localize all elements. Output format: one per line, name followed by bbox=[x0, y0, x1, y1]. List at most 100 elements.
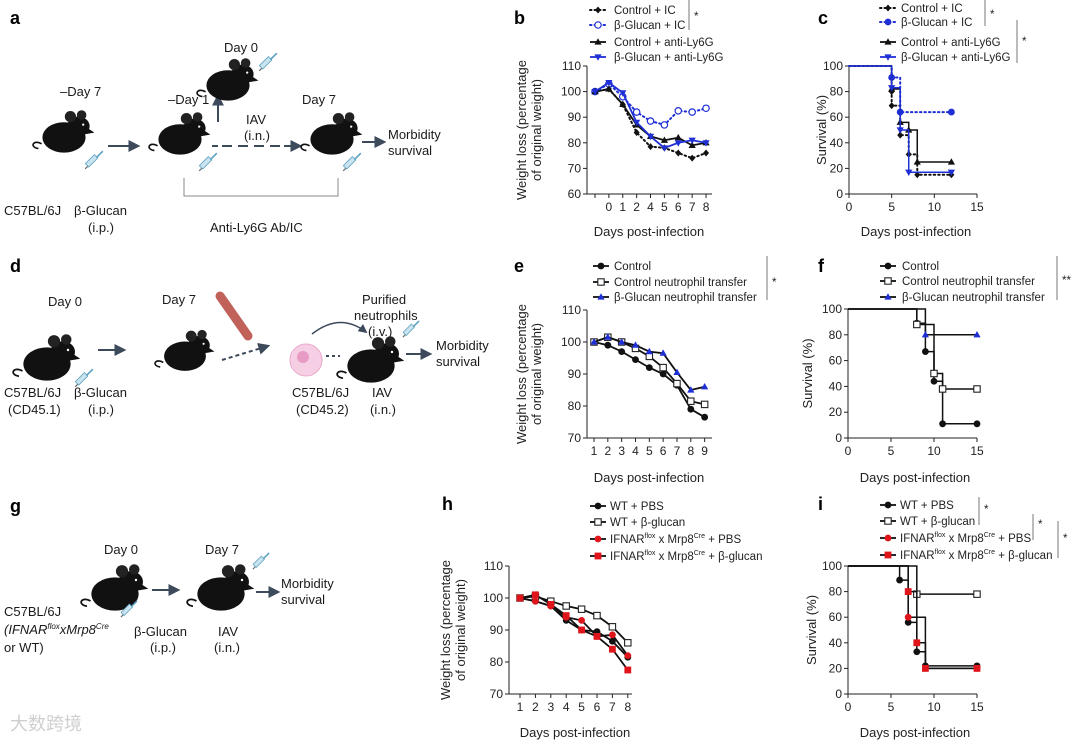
legend-label: WT + β-glucan bbox=[900, 516, 975, 528]
x-tick-label: 4 bbox=[647, 200, 654, 214]
marker-triangle bbox=[645, 347, 653, 355]
legend-label: IFNARflox x Mrp8Cre + PBS bbox=[610, 533, 741, 546]
y-tick-label: 70 bbox=[568, 161, 582, 175]
label-strain-1-marker: (CD45.1) bbox=[8, 402, 61, 417]
legend-item: β-Glucan + anti-Ly6G bbox=[590, 52, 723, 64]
y-tick-label: 80 bbox=[830, 85, 844, 99]
legend-label-part: flox bbox=[935, 549, 946, 556]
series-h-3 bbox=[516, 591, 632, 674]
y-axis-title: Survival (%) bbox=[814, 95, 829, 165]
legend-item: Control + anti-Ly6G bbox=[590, 37, 714, 49]
y-tick-label: 60 bbox=[568, 187, 582, 201]
label-morbidity: Morbidity bbox=[281, 576, 334, 591]
panel-letter-h: h bbox=[442, 494, 453, 514]
x-tick-label: 15 bbox=[970, 200, 984, 214]
label-survival: survival bbox=[388, 143, 432, 158]
legend-label-part: x Mrp8 bbox=[655, 551, 693, 563]
syringe-icon bbox=[402, 320, 420, 338]
mouse-icon bbox=[148, 111, 212, 156]
legend-item: Control + IC bbox=[589, 5, 676, 17]
marker-tri-down bbox=[947, 169, 955, 177]
survival-step-line bbox=[848, 565, 977, 595]
x-tick-label: 1 bbox=[591, 444, 598, 458]
label-treatment: β-Glucan bbox=[74, 203, 127, 218]
legend-label: Control + IC bbox=[901, 3, 963, 15]
marker-tri-down bbox=[896, 127, 904, 134]
marker-square-open bbox=[593, 611, 601, 620]
significance-label: * bbox=[984, 504, 989, 516]
legend-label: β-Glucan + anti-Ly6G bbox=[901, 52, 1010, 64]
marker-circle bbox=[687, 405, 695, 413]
marker-triangle bbox=[947, 158, 955, 165]
panel-letter-a: a bbox=[10, 8, 21, 28]
marker-diamond bbox=[897, 131, 904, 139]
y-tick-label: 80 bbox=[829, 585, 843, 599]
x-tick-label: 1 bbox=[517, 700, 524, 714]
y-tick-label: 80 bbox=[568, 136, 582, 150]
marker-circle bbox=[884, 534, 892, 542]
marker-circle bbox=[645, 364, 653, 371]
marker-triangle bbox=[701, 383, 709, 390]
y-axis-title: of original weight) bbox=[453, 579, 468, 681]
legend-label: WT + β-glucan bbox=[610, 517, 685, 529]
label-day0: Day 0 bbox=[48, 294, 82, 309]
significance-label: * bbox=[1063, 533, 1068, 545]
significance-label: * bbox=[990, 9, 995, 21]
legend-label-part: x Mrp8 bbox=[945, 550, 983, 562]
label-iav-route: (i.n.) bbox=[214, 640, 240, 655]
marker-triangle bbox=[673, 368, 681, 375]
label-day-minus7: –Day 7 bbox=[60, 84, 101, 99]
legend-label-part: WT + β-glucan bbox=[900, 516, 975, 528]
y-tick-label: 20 bbox=[829, 405, 843, 419]
series-c-3 bbox=[849, 65, 955, 177]
marker-square-open bbox=[884, 517, 892, 525]
x-tick-label: 5 bbox=[646, 444, 653, 458]
legend-label: IFNARflox x Mrp8Cre + β-glucan bbox=[900, 549, 1052, 562]
legend-label-part: IFNAR bbox=[610, 534, 645, 546]
legend-label: WT + PBS bbox=[610, 501, 664, 513]
series-f-1 bbox=[848, 308, 981, 393]
marker-circle bbox=[618, 348, 626, 355]
legend-label: Control bbox=[902, 261, 939, 273]
label-survival: survival bbox=[436, 354, 480, 369]
marker-square-open bbox=[884, 277, 892, 285]
panel-letter-g: g bbox=[10, 496, 21, 516]
y-tick-label: 100 bbox=[822, 302, 842, 316]
x-tick-label: 1 bbox=[619, 200, 626, 214]
label-treatment-route: (i.p.) bbox=[150, 640, 176, 655]
y-axis-title: Weight loss (percentage bbox=[438, 560, 453, 700]
marker-diamond bbox=[633, 129, 640, 137]
label-strain-1: C57BL/6J bbox=[4, 385, 61, 400]
label-day7: Day 7 bbox=[205, 542, 239, 557]
legend-item: Control neutrophil transfer bbox=[593, 277, 747, 289]
panel-letter-f: f bbox=[818, 256, 825, 276]
marker-triangle bbox=[884, 293, 892, 300]
marker-square bbox=[922, 665, 929, 672]
x-tick-label: 0 bbox=[846, 200, 853, 214]
y-tick-label: 80 bbox=[829, 328, 843, 342]
legend-item: Control + IC bbox=[879, 3, 963, 15]
marker-tri-down bbox=[888, 85, 896, 92]
x-tick-label: 3 bbox=[618, 444, 625, 458]
legend-item: β-Glucan neutrophil transfer bbox=[593, 292, 757, 304]
marker-tri-down bbox=[660, 145, 668, 152]
marker-square bbox=[594, 552, 602, 560]
legend-label-part: IFNAR bbox=[900, 533, 935, 545]
legend-label-part: IFNAR bbox=[610, 551, 645, 563]
x-tick-label: 8 bbox=[624, 700, 631, 714]
legend-label-part: x Mrp8 bbox=[655, 534, 693, 546]
x-tick-label: 8 bbox=[703, 200, 710, 214]
series-i-1 bbox=[848, 565, 981, 598]
marker-triangle bbox=[604, 333, 612, 340]
legend-label-part: IFNAR bbox=[900, 550, 935, 562]
x-tick-label: 8 bbox=[687, 444, 694, 458]
series-c-2 bbox=[849, 65, 955, 165]
marker-square bbox=[516, 594, 524, 602]
mouse-icon bbox=[154, 329, 216, 372]
marker-circle bbox=[532, 597, 539, 605]
legend-label: IFNARflox x Mrp8Cre + β-glucan bbox=[610, 550, 762, 563]
x-axis-title: Days post-infection bbox=[594, 224, 705, 239]
marker-circle bbox=[632, 356, 639, 363]
legend-label: Control bbox=[614, 261, 651, 273]
legend-label-part: WT + β-glucan bbox=[610, 517, 685, 529]
